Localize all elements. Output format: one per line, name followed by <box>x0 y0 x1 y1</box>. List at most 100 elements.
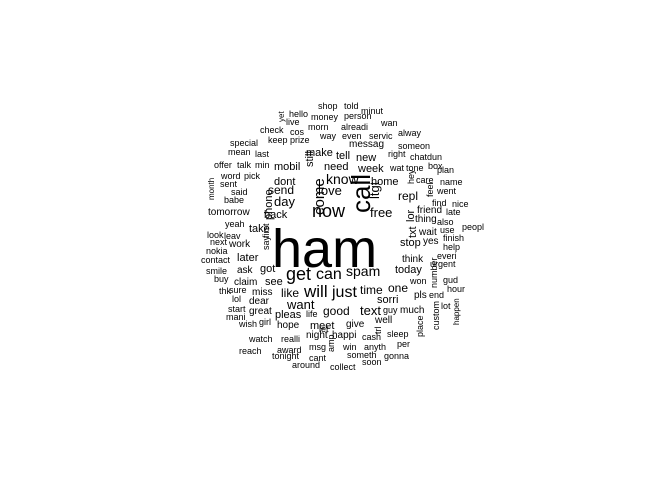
word-money: money <box>311 112 339 122</box>
word-miss: miss <box>252 287 273 298</box>
word-everi: everi <box>437 251 457 261</box>
word-well: well <box>375 315 393 326</box>
word-got: got <box>260 263 276 275</box>
word-end: end <box>429 290 445 300</box>
word-plan: plan <box>437 165 455 175</box>
word-happi: happi <box>332 330 357 341</box>
word-great: great <box>249 306 272 317</box>
word-place: place <box>415 315 425 337</box>
word-work: work <box>229 239 251 250</box>
word-smile: smile <box>206 266 228 276</box>
word-messag: messag <box>349 139 385 150</box>
word-gonna: gonna <box>384 351 410 361</box>
word-right: right <box>388 149 406 159</box>
word-send: send <box>268 183 295 197</box>
word-babe: babe <box>224 195 245 205</box>
word-late: late <box>446 207 461 217</box>
word-txt: txt <box>407 226 419 238</box>
word-love: love <box>318 183 342 198</box>
word-lot: lot <box>441 301 451 311</box>
word-take: take <box>249 223 270 235</box>
word-nice: nice <box>452 199 469 209</box>
word-gud: gud <box>443 275 459 285</box>
word-someon: someon <box>398 141 431 151</box>
word-prize: prize <box>290 135 310 145</box>
word-number: number <box>429 257 439 288</box>
word-anyth: anyth <box>364 342 387 352</box>
word-need: need <box>324 161 349 173</box>
word-make: make <box>306 147 333 159</box>
word-tomorrow: tomorrow <box>208 207 250 218</box>
word-wait: wait <box>419 227 437 238</box>
word-cash: cash <box>362 332 382 342</box>
word-let: let <box>319 324 329 334</box>
word-name: name <box>440 177 463 187</box>
word-around: around <box>292 360 321 370</box>
word-mobil: mobil <box>274 161 301 173</box>
word-next: next <box>210 237 228 247</box>
word-min: min <box>255 160 270 170</box>
word-peopl: peopl <box>462 222 485 232</box>
word-also: also <box>437 217 454 227</box>
word-life: life <box>306 309 318 319</box>
word-stop: stop <box>400 237 421 249</box>
word-now: now <box>312 201 346 221</box>
word-like: like <box>281 286 300 300</box>
word-mani: mani <box>226 312 246 322</box>
word-yet: yet <box>277 111 286 122</box>
word-care: care <box>416 175 434 185</box>
word-thing: thing <box>415 214 437 225</box>
word-get: get <box>286 264 312 284</box>
word-night: night <box>306 330 328 341</box>
word-week: week <box>358 163 384 175</box>
word-reach: reach <box>239 346 262 356</box>
word-dear: dear <box>249 296 270 307</box>
word-sorri: sorri <box>377 294 399 306</box>
word-leav: leav <box>224 231 241 241</box>
word-watch: watch <box>249 334 273 344</box>
word-cos: cos <box>290 127 305 137</box>
word-look: look <box>207 230 224 240</box>
word-guy: guy <box>383 305 398 315</box>
word-even: even <box>342 131 362 141</box>
word-live: live <box>286 117 300 127</box>
word-pleas: pleas <box>275 309 302 321</box>
word-tell: tell <box>336 150 351 162</box>
word-per: per <box>397 339 411 349</box>
word-pick: pick <box>244 171 261 181</box>
word-morn: morn <box>308 122 329 132</box>
word-servic: servic <box>369 131 393 141</box>
word-sent: sent <box>220 179 238 189</box>
word-text: text <box>360 303 381 318</box>
word-claim: claim <box>234 277 258 288</box>
word-alreadi: alreadi <box>341 122 369 132</box>
word-win: win <box>343 342 357 352</box>
word-later: later <box>237 252 259 264</box>
word-want: want <box>287 297 315 312</box>
word-special: special <box>230 138 259 148</box>
word-say: say <box>261 235 271 250</box>
word-tone: tone <box>406 163 424 173</box>
word-collect: collect <box>330 362 356 372</box>
word-give: give <box>346 319 365 330</box>
word-buy: buy <box>214 274 229 284</box>
word-yeah: yeah <box>225 219 245 229</box>
word-yes: yes <box>423 236 439 247</box>
word-back: back <box>264 209 288 221</box>
word-chatdun: chatdun <box>410 152 443 162</box>
word-thk: thk <box>219 286 232 296</box>
word-contact: contact <box>201 255 231 265</box>
word-word: word <box>221 171 241 181</box>
word-think: think <box>402 254 424 265</box>
word-month: month <box>207 177 216 200</box>
word-start: start <box>228 304 246 314</box>
word-amp: amp <box>326 334 336 352</box>
word-wish: wish <box>239 319 258 329</box>
word-new: new <box>356 152 377 164</box>
word-last: last <box>255 149 270 159</box>
word-way: way <box>320 131 337 141</box>
word-won: won <box>410 276 427 286</box>
word-time: time <box>360 283 383 297</box>
word-finish: finish <box>443 233 465 243</box>
word-use: use <box>440 225 455 235</box>
